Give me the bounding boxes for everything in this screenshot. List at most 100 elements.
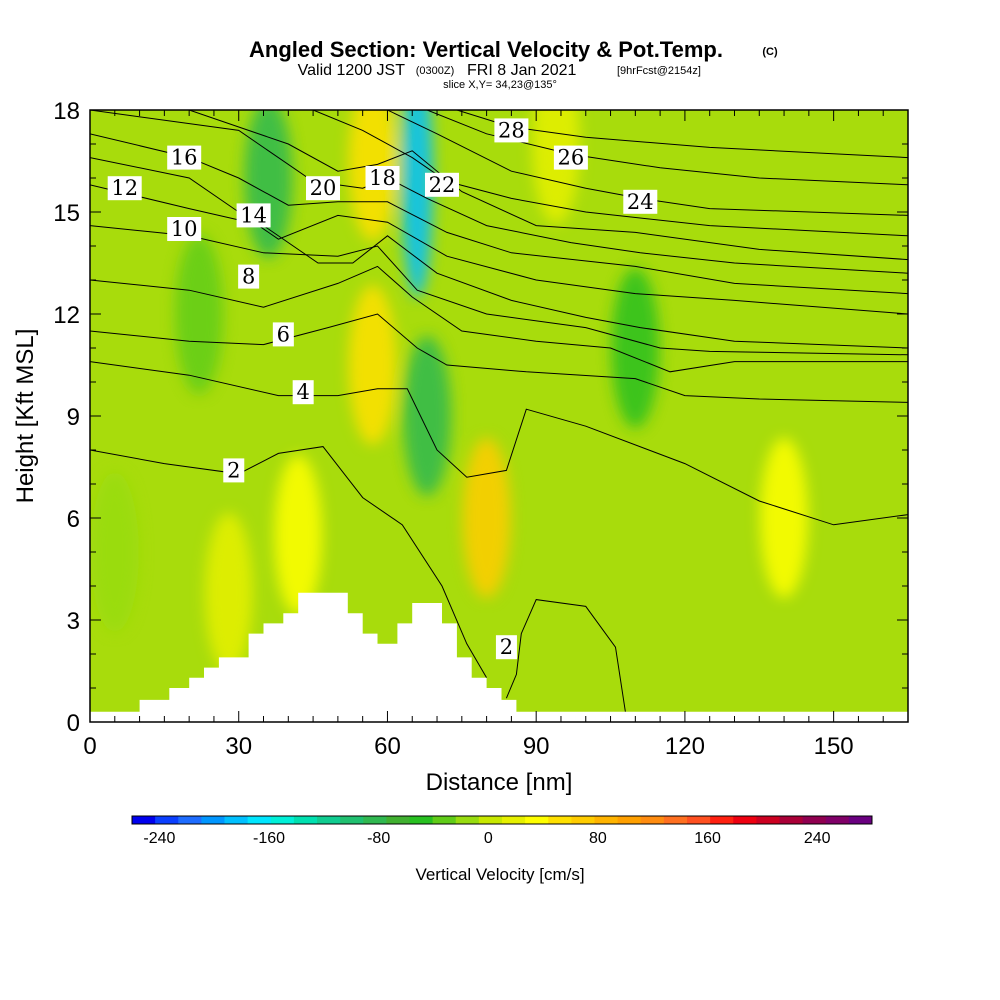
velocity-cell-0 — [462, 438, 511, 598]
colorbar-swatch-13 — [432, 816, 457, 824]
svg-text:8: 8 — [242, 265, 255, 289]
colorbar-tick--160: -160 — [253, 830, 285, 847]
contour-label-16: 16 — [167, 145, 202, 170]
theta-contour-28 — [456, 110, 908, 159]
x-tick-label-90: 90 — [523, 733, 550, 760]
colorbar-swatch-24 — [687, 816, 711, 824]
velocity-cell-3 — [274, 455, 323, 615]
colorbar-swatch-23 — [663, 816, 688, 824]
colorbar-tick--80: -80 — [367, 830, 390, 847]
colorbar-swatch-12 — [409, 816, 434, 824]
contour-label-2: 2 — [223, 458, 245, 483]
colorbar-swatch-0 — [132, 816, 156, 824]
svg-text:16: 16 — [171, 146, 198, 170]
svg-text:2: 2 — [227, 458, 240, 482]
valid-date: FRI 8 Jan 2021 — [467, 62, 577, 79]
y-tick-label-0: 0 — [67, 710, 80, 737]
colorbar-swatch-7 — [293, 816, 318, 824]
chart-title-mark: (C) — [762, 46, 778, 58]
velocity-cell-8 — [401, 110, 434, 298]
chart-title: Angled Section: Vertical Velocity & Pot.… — [249, 37, 723, 62]
velocity-cell-2 — [348, 110, 397, 241]
svg-text:14: 14 — [240, 203, 267, 227]
svg-text:18: 18 — [369, 166, 396, 190]
theta-contour-24 — [387, 110, 908, 216]
contour-label-6: 6 — [272, 322, 294, 347]
colorbar-swatch-8 — [317, 816, 341, 824]
svg-text:20: 20 — [310, 176, 337, 200]
theta-contour-10 — [90, 225, 908, 356]
theta-contours — [90, 110, 908, 712]
colorbar-swatch-18 — [548, 816, 572, 824]
colorbar-tick-80: 80 — [589, 830, 607, 847]
y-tick-label-12: 12 — [53, 302, 80, 329]
theta-contour-22 — [312, 110, 908, 237]
svg-text:4: 4 — [296, 380, 309, 404]
colorbar-swatch-29 — [802, 816, 827, 824]
theta-contour-2 — [505, 599, 626, 712]
velocity-cell-11 — [175, 234, 224, 394]
colorbar-tick-240: 240 — [804, 830, 831, 847]
colorbar-swatch-21 — [617, 816, 642, 824]
y-tick-label-18: 18 — [53, 98, 80, 125]
colorbar-swatch-9 — [340, 816, 364, 824]
colorbar-swatch-14 — [455, 816, 480, 824]
colorbar-title: Vertical Velocity [cm/s] — [415, 865, 584, 884]
svg-text:6: 6 — [277, 322, 290, 346]
colorbar-swatch-22 — [640, 816, 665, 824]
theta-contour-8 — [90, 265, 908, 373]
colorbar-swatch-17 — [525, 816, 549, 824]
x-tick-label-120: 120 — [665, 733, 705, 760]
colorbar-swatch-19 — [571, 816, 595, 824]
contour-label-26: 26 — [553, 145, 588, 170]
theta-contour-6 — [90, 313, 908, 403]
colorbar: -240 -160 -80 0 80 160 240 — [131, 815, 873, 847]
colorbar-swatch-28 — [779, 816, 804, 824]
y-tick-label-15: 15 — [53, 200, 80, 227]
contour-label-12: 12 — [107, 176, 142, 201]
velocity-field — [90, 110, 809, 673]
terrain — [90, 592, 908, 722]
theta-contour-14 — [90, 157, 908, 315]
x-axis-label: Distance [nm] — [426, 769, 573, 796]
colorbar-swatch-30 — [825, 816, 850, 824]
contour-label-22: 22 — [424, 172, 459, 197]
svg-text:12: 12 — [111, 176, 138, 200]
x-tick-label-30: 30 — [225, 733, 252, 760]
colorbar-swatch-20 — [594, 816, 619, 824]
colorbar-swatch-25 — [710, 816, 734, 824]
colorbar-swatch-4 — [224, 816, 249, 824]
x-axis: 0 30 60 90 120 150 — [83, 110, 909, 760]
svg-text:28: 28 — [498, 118, 525, 142]
colorbar-tick--240: -240 — [143, 830, 175, 847]
colorbar-swatch-15 — [478, 816, 503, 824]
colorbar-swatch-11 — [386, 816, 410, 824]
colorbar-swatch-10 — [363, 816, 387, 824]
colorbar-swatch-16 — [502, 816, 526, 824]
velocity-cell-4 — [204, 512, 253, 673]
contour-label-20: 20 — [306, 176, 341, 201]
contour-label-8: 8 — [238, 264, 260, 289]
colorbar-swatch-6 — [270, 816, 295, 824]
colorbar-tick-160: 160 — [694, 830, 721, 847]
velocity-cell-12 — [90, 472, 139, 632]
contour-label-14: 14 — [236, 203, 271, 228]
velocity-cell-10 — [611, 268, 660, 428]
velocity-cell-9 — [403, 336, 452, 496]
velocity-cell-5 — [760, 438, 809, 598]
x-tick-label-60: 60 — [374, 733, 401, 760]
y-axis: 0 3 6 9 12 15 18 — [53, 98, 908, 737]
theta-contour-20 — [189, 110, 908, 261]
colorbar-swatch-3 — [201, 816, 225, 824]
y-tick-label-6: 6 — [67, 506, 80, 533]
contour-label-4: 4 — [292, 380, 314, 405]
contour-label-24: 24 — [623, 189, 658, 214]
contour-label-10: 10 — [167, 217, 202, 241]
x-tick-label-0: 0 — [83, 733, 96, 760]
contour-label-2: 2 — [495, 635, 517, 660]
theta-contour-26 — [426, 110, 908, 186]
forecast-info: [9hrFcst@2154z] — [617, 65, 701, 77]
